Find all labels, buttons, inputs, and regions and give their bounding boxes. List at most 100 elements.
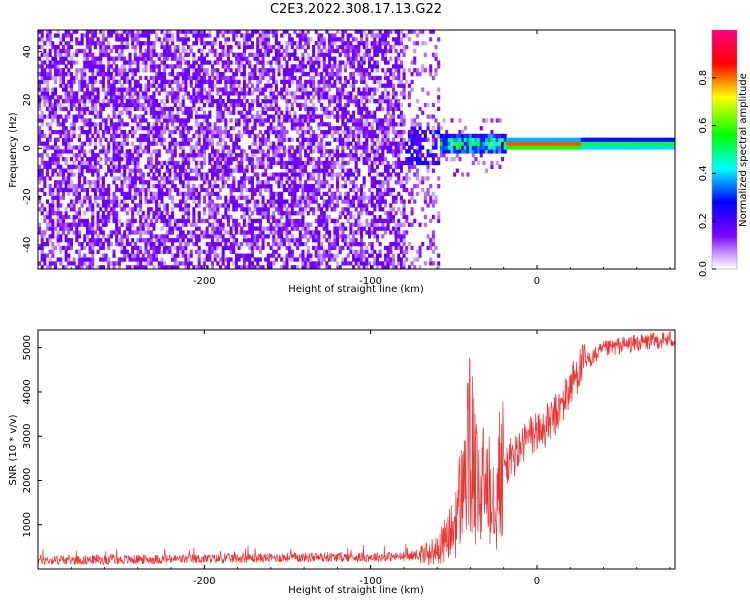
spectrogram-cell <box>309 60 313 65</box>
spectrogram-cell <box>229 160 233 166</box>
spectrogram-cell <box>184 118 188 123</box>
spectrogram-cell <box>285 118 289 123</box>
spectrogram-cell <box>213 160 217 166</box>
spectrogram-cell <box>234 137 238 142</box>
spectrogram-cell <box>362 114 366 119</box>
spectrogram-cell <box>322 184 326 189</box>
spectrogram-cell <box>163 110 167 115</box>
spectrogram-cell <box>99 241 103 247</box>
spectrogram-cell <box>362 261 366 266</box>
spectrogram-cell <box>373 37 377 42</box>
spectrogram-cell <box>184 37 188 42</box>
spectrogram-cell <box>202 95 207 100</box>
spectrogram-cell <box>93 44 97 50</box>
spectrogram-cell <box>176 48 180 54</box>
spectrogram-cell <box>306 245 310 251</box>
spectrogram-cell <box>226 133 230 139</box>
spectrogram-cell <box>61 187 66 193</box>
spectrogram-cell <box>336 261 340 266</box>
spectrogram-cell <box>274 207 278 212</box>
spectrogram-cell <box>288 149 292 154</box>
spectrogram-cell <box>123 133 127 139</box>
spectrogram-cell <box>141 95 145 100</box>
spectrogram-cell <box>378 218 382 224</box>
spectrogram-cell <box>104 238 108 243</box>
spectrogram-cell <box>250 30 254 34</box>
spectrogram-cell <box>320 180 324 185</box>
spectrogram-cell <box>272 238 276 243</box>
spectrogram-cell <box>240 87 244 92</box>
spectrogram-cell <box>373 141 377 146</box>
spectrogram-cell <box>192 214 196 220</box>
spectrogram-cell <box>173 160 177 166</box>
spectrogram-cell <box>290 145 294 150</box>
spectrogram-cell <box>88 118 92 123</box>
spectrogram-cell <box>208 168 212 173</box>
spectrogram-cell <box>202 230 207 235</box>
spectrogram-cell <box>314 226 318 231</box>
spectrogram-cell <box>144 238 148 243</box>
spectrogram-cell <box>221 137 225 142</box>
spectrogram-cell <box>290 79 294 84</box>
spectrogram-cell <box>181 199 185 204</box>
spectrogram-cell <box>264 207 268 212</box>
spectrogram-cell <box>120 257 124 262</box>
spectrogram-cell <box>256 87 260 92</box>
spectrogram-cell <box>282 118 286 123</box>
spectrogram-cell <box>56 153 60 158</box>
spectrogram-cell <box>325 106 329 112</box>
spectrogram-cell <box>344 195 348 200</box>
spectrogram-cell <box>208 75 212 81</box>
spectrogram-cell <box>168 156 172 162</box>
spectrogram-cell <box>200 30 204 34</box>
spectrogram-cell <box>83 199 87 204</box>
spectrogram-cell <box>157 68 161 73</box>
spectrogram-cell <box>288 176 292 181</box>
spectrogram-cell <box>242 257 246 262</box>
spectrogram-cell <box>163 75 167 81</box>
spectrogram-cell <box>378 261 382 266</box>
spectrogram-cell <box>280 230 284 235</box>
spectrogram-cell <box>234 72 238 77</box>
spectrogram-cell <box>99 122 103 127</box>
spectrogram-cell <box>338 52 342 57</box>
spectrogram-cell <box>61 222 66 227</box>
spectrogram-cell <box>341 118 345 123</box>
spectrogram-cell <box>160 87 164 92</box>
spectrogram-cell <box>298 68 302 73</box>
spectrogram-cell <box>109 91 113 96</box>
spectrogram-cell <box>141 60 145 65</box>
spectrogram-cell <box>152 64 156 69</box>
spectrogram-cell <box>179 176 183 181</box>
spectrogram-cell <box>232 207 236 212</box>
spectrogram-cell <box>141 114 145 119</box>
spectrogram-cell <box>64 249 68 254</box>
spectrogram-cell <box>301 234 305 239</box>
spectrogram-cell <box>202 72 207 77</box>
spectrogram-cell <box>261 41 265 46</box>
spectrogram-cell <box>325 168 329 173</box>
spectrogram-cell <box>189 176 193 181</box>
spectrogram-cell <box>253 118 257 123</box>
spectrogram-cell <box>197 160 201 166</box>
spectrogram-cell <box>91 253 95 258</box>
spectrogram-cell <box>237 44 241 50</box>
spectrogram-cell <box>77 176 81 181</box>
spectrogram-cell <box>226 261 230 266</box>
spectrogram-cell <box>320 153 324 158</box>
spectrogram-cell <box>309 172 313 177</box>
spectrogram-cell <box>202 41 207 46</box>
spectrogram-cell <box>296 56 300 61</box>
spectrogram-cell <box>373 79 377 84</box>
spectrogram-cell <box>205 234 209 239</box>
spectrogram-cell <box>330 126 334 131</box>
spectrogram-cell <box>88 257 92 262</box>
spectrogram-cell <box>362 249 366 254</box>
spectrogram-cell <box>367 222 372 227</box>
spectrogram-cell <box>75 114 79 119</box>
spectrogram-cell <box>117 110 121 115</box>
spectrogram-cell <box>264 153 268 158</box>
spectrogram-cell <box>165 118 169 123</box>
spectrogram-cell <box>77 114 81 119</box>
spectrogram-cell <box>306 114 310 119</box>
